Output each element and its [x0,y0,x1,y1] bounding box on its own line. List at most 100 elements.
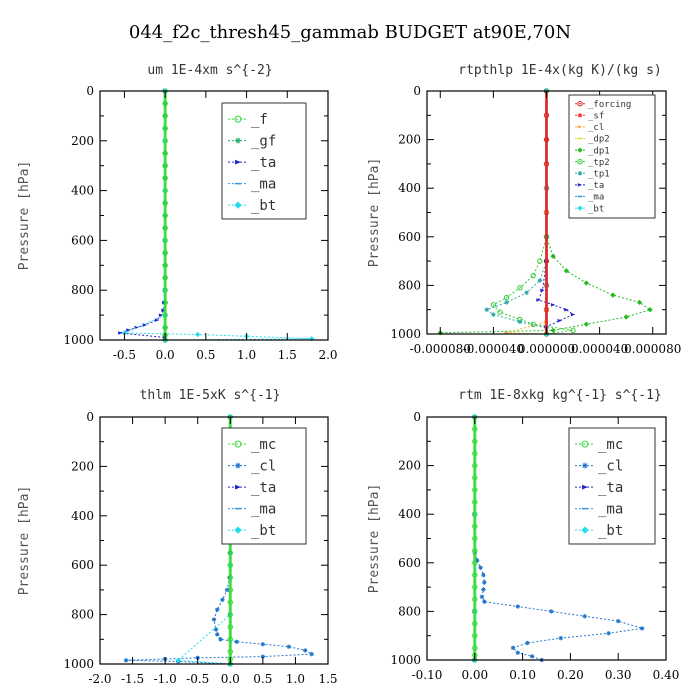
legend-entry: _tp1 [575,169,610,179]
data-point [515,604,521,609]
legend-marker [234,440,242,448]
x-tick-label: 0.0 [156,348,175,362]
x-tick-label: -2.0 [88,672,111,686]
legend-label: _ma [588,193,604,203]
legend-marker [234,201,242,209]
legend-marker [235,137,241,144]
x-tick-label: 1.5 [278,348,297,362]
legend-label: _ta [598,480,623,496]
data-point [497,309,503,315]
data-point [481,587,486,592]
legend-entry: _cl [575,459,623,475]
data-point [570,312,576,317]
y-tick-label: 200 [398,133,421,147]
data-point [484,307,489,312]
data-point [570,327,576,334]
legend-entry: _cl [575,123,604,133]
legend-marker [577,205,583,211]
data-point [260,654,266,659]
x-tick-label: 0.5 [196,348,215,362]
legend-label: _tp2 [588,158,610,168]
data-point [525,640,530,646]
data-point [175,657,181,663]
data-point [474,558,480,563]
x-tick-label: 0.20 [557,668,584,682]
legend-marker [235,159,241,165]
data-point [530,321,536,327]
series-line [506,91,547,335]
y-tick-label: 0 [86,410,94,424]
legend-label: _forcing [588,100,631,110]
data-point [529,654,535,659]
data-point [583,280,589,286]
data-point [154,318,160,322]
x-tick-label: 1.0 [286,672,305,686]
legend-label: _ta [588,181,604,191]
y-tick-label: 1000 [390,327,421,341]
legend-entry: _ma [228,177,276,193]
legend-marker [581,526,589,534]
data-point [504,300,509,305]
y-tick-label: 400 [398,181,421,195]
legend-entry: _f [228,112,268,128]
legend-entry: _ta [575,480,623,496]
data-point [481,572,486,578]
legend-box [568,94,656,219]
chart-panel-2: rtpthlp 1E-4x(kg K)/(kg s) Pressure [hPa]… [367,63,681,356]
data-point [211,617,217,622]
series-line [126,417,314,665]
data-point [303,648,308,653]
legend-entry: _gf [228,134,276,150]
data-point [517,319,523,325]
data-point [636,299,643,306]
legend-marker [577,171,583,176]
y-axis-label: Pressure [hPa] [17,161,32,271]
legend-entry: _ta [575,181,604,191]
figure-suptitle: 044_f2c_thresh45_gammab BUDGET at90E,70N [129,22,571,43]
legend-label: _ma [598,502,623,518]
data-point [524,290,529,295]
legend-entry: _bt [575,204,604,214]
y-tick-label: 600 [71,233,94,247]
data-point [582,614,587,619]
x-tick-label: 0.10 [509,668,536,682]
legend: _mc _cl _ta _ma _bt [221,427,307,545]
y-tick-label: 800 [398,604,421,618]
legend-label: _ta [251,155,276,171]
x-tick-label: 2.0 [318,348,337,362]
data-point [623,314,629,320]
legend-marker [234,115,242,123]
x-tick-label: 0.5 [253,672,272,686]
legend-marker [235,484,241,490]
legend: _forcing_sf _cl _dp2_dp1 _tp2_tp1 _ta _ma_bt [568,94,656,219]
legend-label: _dp1 [588,146,610,156]
data-point [517,285,523,291]
series-tp1 [484,88,549,331]
legend-entry: _tp2 [575,158,610,168]
legend-label: _bt [251,523,276,539]
data-point [530,272,536,279]
y-axis-label: Pressure [hPa] [17,486,32,596]
legend-marker [577,159,583,165]
chart-title: thlm 1E-5xK s^{-1} [140,388,281,403]
data-point [215,632,220,637]
x-tick-label: 0.0 [221,672,240,686]
data-point [309,651,314,657]
legend-marker [581,440,589,448]
legend-label: _gf [251,134,276,150]
series-line [537,91,575,328]
y-axis-label: Pressure [hPa] [367,158,382,268]
y-tick-label: 1000 [390,653,421,667]
chart-panel-3: thlm 1E-5xK s^{-1} Pressure [hPa] 0 200 400 6… [17,388,338,686]
legend-marker [582,484,588,490]
y-tick-label: 0 [413,410,421,424]
data-point [491,312,496,317]
y-tick-label: 600 [398,556,421,570]
data-point [479,594,485,600]
legend-entry: _forcing [575,100,631,110]
x-tick-label: 1.5 [318,672,337,686]
legend-label: _cl [588,123,604,133]
legend-entry: _ta [228,155,276,171]
series-tp2 [490,88,576,337]
